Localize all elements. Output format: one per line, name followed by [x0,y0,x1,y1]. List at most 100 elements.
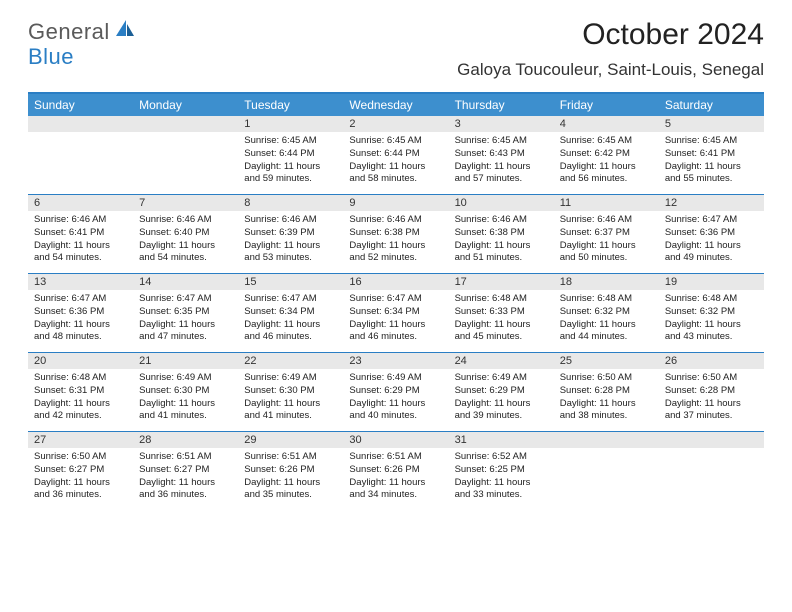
day-cell: 18Sunrise: 6:48 AMSunset: 6:32 PMDayligh… [554,274,659,352]
day-number: 16 [343,274,448,290]
day-details: Sunrise: 6:52 AMSunset: 6:25 PMDaylight:… [449,448,554,508]
day-details: Sunrise: 6:47 AMSunset: 6:36 PMDaylight:… [659,211,764,271]
day-number: 11 [554,195,659,211]
day-number: 21 [133,353,238,369]
day-number [133,116,238,132]
day-details: Sunrise: 6:48 AMSunset: 6:32 PMDaylight:… [659,290,764,350]
logo-text-general: General [28,19,110,45]
day-details: Sunrise: 6:47 AMSunset: 6:35 PMDaylight:… [133,290,238,350]
week-row: 6Sunrise: 6:46 AMSunset: 6:41 PMDaylight… [28,194,764,273]
day-number [554,432,659,448]
day-cell [659,432,764,510]
day-details: Sunrise: 6:51 AMSunset: 6:27 PMDaylight:… [133,448,238,508]
week-row: 1Sunrise: 6:45 AMSunset: 6:44 PMDaylight… [28,116,764,194]
day-details: Sunrise: 6:46 AMSunset: 6:38 PMDaylight:… [449,211,554,271]
day-details: Sunrise: 6:49 AMSunset: 6:30 PMDaylight:… [133,369,238,429]
day-header-saturday: Saturday [659,94,764,116]
day-header-friday: Friday [554,94,659,116]
day-cell: 19Sunrise: 6:48 AMSunset: 6:32 PMDayligh… [659,274,764,352]
day-cell: 25Sunrise: 6:50 AMSunset: 6:28 PMDayligh… [554,353,659,431]
day-cell: 30Sunrise: 6:51 AMSunset: 6:26 PMDayligh… [343,432,448,510]
day-details: Sunrise: 6:45 AMSunset: 6:41 PMDaylight:… [659,132,764,192]
day-number: 7 [133,195,238,211]
day-details: Sunrise: 6:50 AMSunset: 6:28 PMDaylight:… [554,369,659,429]
day-number: 25 [554,353,659,369]
day-cell: 24Sunrise: 6:49 AMSunset: 6:29 PMDayligh… [449,353,554,431]
day-cell: 13Sunrise: 6:47 AMSunset: 6:36 PMDayligh… [28,274,133,352]
day-cell: 27Sunrise: 6:50 AMSunset: 6:27 PMDayligh… [28,432,133,510]
day-number: 14 [133,274,238,290]
day-cell [28,116,133,194]
day-number: 27 [28,432,133,448]
logo-text-blue: Blue [28,44,74,69]
day-number: 13 [28,274,133,290]
day-cell: 1Sunrise: 6:45 AMSunset: 6:44 PMDaylight… [238,116,343,194]
calendar: SundayMondayTuesdayWednesdayThursdayFrid… [28,92,764,510]
day-number: 1 [238,116,343,132]
day-number: 10 [449,195,554,211]
day-details: Sunrise: 6:46 AMSunset: 6:38 PMDaylight:… [343,211,448,271]
day-cell: 23Sunrise: 6:49 AMSunset: 6:29 PMDayligh… [343,353,448,431]
day-cell: 21Sunrise: 6:49 AMSunset: 6:30 PMDayligh… [133,353,238,431]
day-cell: 29Sunrise: 6:51 AMSunset: 6:26 PMDayligh… [238,432,343,510]
week-row: 20Sunrise: 6:48 AMSunset: 6:31 PMDayligh… [28,352,764,431]
day-cell: 15Sunrise: 6:47 AMSunset: 6:34 PMDayligh… [238,274,343,352]
week-row: 27Sunrise: 6:50 AMSunset: 6:27 PMDayligh… [28,431,764,510]
day-number: 19 [659,274,764,290]
day-details: Sunrise: 6:47 AMSunset: 6:34 PMDaylight:… [343,290,448,350]
day-number: 4 [554,116,659,132]
day-header-wednesday: Wednesday [343,94,448,116]
day-details: Sunrise: 6:45 AMSunset: 6:44 PMDaylight:… [238,132,343,192]
day-number: 2 [343,116,448,132]
day-cell: 6Sunrise: 6:46 AMSunset: 6:41 PMDaylight… [28,195,133,273]
day-cell: 12Sunrise: 6:47 AMSunset: 6:36 PMDayligh… [659,195,764,273]
day-cell [133,116,238,194]
day-details: Sunrise: 6:46 AMSunset: 6:37 PMDaylight:… [554,211,659,271]
day-cell: 9Sunrise: 6:46 AMSunset: 6:38 PMDaylight… [343,195,448,273]
day-details: Sunrise: 6:49 AMSunset: 6:29 PMDaylight:… [449,369,554,429]
day-number: 3 [449,116,554,132]
day-details: Sunrise: 6:47 AMSunset: 6:34 PMDaylight:… [238,290,343,350]
day-cell: 26Sunrise: 6:50 AMSunset: 6:28 PMDayligh… [659,353,764,431]
day-header-sunday: Sunday [28,94,133,116]
day-number: 6 [28,195,133,211]
day-number: 26 [659,353,764,369]
day-number: 28 [133,432,238,448]
day-cell [554,432,659,510]
day-header-monday: Monday [133,94,238,116]
day-details: Sunrise: 6:50 AMSunset: 6:28 PMDaylight:… [659,369,764,429]
day-header-tuesday: Tuesday [238,94,343,116]
day-details: Sunrise: 6:49 AMSunset: 6:29 PMDaylight:… [343,369,448,429]
day-number [659,432,764,448]
location-text: Galoya Toucouleur, Saint-Louis, Senegal [457,60,764,80]
day-number: 17 [449,274,554,290]
month-title: October 2024 [457,18,764,52]
day-cell: 4Sunrise: 6:45 AMSunset: 6:42 PMDaylight… [554,116,659,194]
day-cell: 31Sunrise: 6:52 AMSunset: 6:25 PMDayligh… [449,432,554,510]
header: General October 2024 Galoya Toucouleur, … [0,0,792,84]
day-number: 29 [238,432,343,448]
day-number [28,116,133,132]
day-number: 9 [343,195,448,211]
day-number: 30 [343,432,448,448]
day-details: Sunrise: 6:51 AMSunset: 6:26 PMDaylight:… [343,448,448,508]
logo-sail-icon [114,18,136,45]
day-number: 31 [449,432,554,448]
day-cell: 11Sunrise: 6:46 AMSunset: 6:37 PMDayligh… [554,195,659,273]
title-block: October 2024 Galoya Toucouleur, Saint-Lo… [457,18,764,80]
day-cell: 3Sunrise: 6:45 AMSunset: 6:43 PMDaylight… [449,116,554,194]
day-cell: 8Sunrise: 6:46 AMSunset: 6:39 PMDaylight… [238,195,343,273]
day-details: Sunrise: 6:51 AMSunset: 6:26 PMDaylight:… [238,448,343,508]
day-cell: 5Sunrise: 6:45 AMSunset: 6:41 PMDaylight… [659,116,764,194]
day-details: Sunrise: 6:46 AMSunset: 6:40 PMDaylight:… [133,211,238,271]
day-cell: 17Sunrise: 6:48 AMSunset: 6:33 PMDayligh… [449,274,554,352]
day-cell: 22Sunrise: 6:49 AMSunset: 6:30 PMDayligh… [238,353,343,431]
day-number: 5 [659,116,764,132]
day-number: 12 [659,195,764,211]
day-cell: 20Sunrise: 6:48 AMSunset: 6:31 PMDayligh… [28,353,133,431]
day-details: Sunrise: 6:50 AMSunset: 6:27 PMDaylight:… [28,448,133,508]
day-details: Sunrise: 6:45 AMSunset: 6:44 PMDaylight:… [343,132,448,192]
day-number: 15 [238,274,343,290]
day-number: 24 [449,353,554,369]
day-cell: 2Sunrise: 6:45 AMSunset: 6:44 PMDaylight… [343,116,448,194]
